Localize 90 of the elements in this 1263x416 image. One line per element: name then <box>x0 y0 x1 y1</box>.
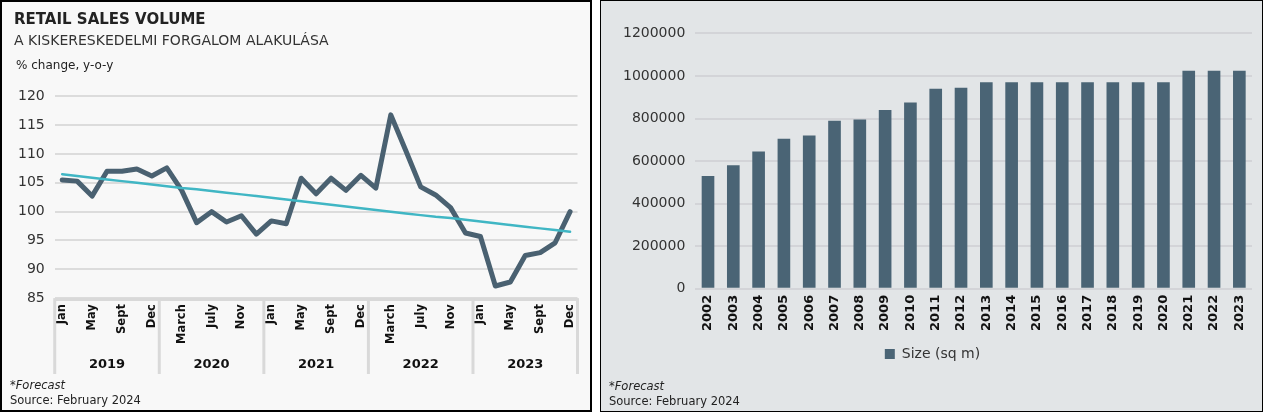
bar <box>1207 70 1221 288</box>
y-tick-label: 90 <box>26 259 45 276</box>
text: 2019 <box>88 356 126 371</box>
x-tick-label: March <box>382 304 397 345</box>
x-tick-label: Jan <box>472 304 487 326</box>
x-tick-label: May <box>502 303 517 331</box>
bar <box>1157 82 1170 288</box>
bar <box>777 138 791 288</box>
y-tick-label: 120 <box>17 87 45 104</box>
bar <box>1233 70 1246 288</box>
text: 2021 <box>298 356 335 371</box>
x-tick-label: 2023 <box>1230 294 1246 332</box>
y-tick-label: 400000 <box>631 194 686 211</box>
x-tick-label: 2012 <box>952 294 968 332</box>
text: *Forecast <box>10 378 67 393</box>
x-tick-label: Sept <box>113 303 128 334</box>
bar <box>954 87 968 288</box>
bar <box>828 120 841 288</box>
x-tick-label: Sept <box>323 303 338 334</box>
x-tick-label: 2005 <box>775 294 791 332</box>
bar <box>853 119 867 288</box>
bar <box>904 102 917 288</box>
y-tick-label: 95 <box>26 231 45 248</box>
y-tick-label: 115 <box>17 115 45 132</box>
bar <box>980 82 993 288</box>
chart-subtitle: A KISKERESKEDELMI FORGALOM ALAKULÁSA <box>14 32 329 48</box>
x-tick-label: May <box>293 303 308 331</box>
y-tick-label: 85 <box>26 288 45 305</box>
x-tick-label: 2016 <box>1053 294 1069 332</box>
x-tick-label: 2014 <box>1003 294 1018 332</box>
y-axis-title: % change, y-o-y <box>16 58 114 72</box>
x-tick-label: 2020 <box>1154 294 1170 332</box>
x-tick-label: July <box>203 303 218 330</box>
x-tick-label: Jan <box>263 304 278 326</box>
x-tick-label: Dec <box>143 303 158 329</box>
x-tick-label: 2007 <box>825 294 841 332</box>
x-tick-label: Dec <box>562 303 577 329</box>
x-tick-label: 2003 <box>724 294 740 332</box>
bar <box>701 176 715 288</box>
y-tick-label: 1200000 <box>622 24 686 41</box>
text: 2023 <box>507 356 544 371</box>
bar <box>1055 82 1069 288</box>
text: 2022 <box>402 356 439 371</box>
bar <box>726 165 740 288</box>
x-tick-label: March <box>173 304 188 345</box>
x-tick-label: 2021 <box>1180 294 1196 332</box>
x-tick-label: Nov <box>233 303 248 330</box>
y-tick-label: 0 <box>676 279 686 296</box>
bar <box>1182 70 1196 288</box>
bar <box>752 151 765 288</box>
bar <box>929 88 943 288</box>
x-tick-label: 2013 <box>977 294 993 332</box>
bar <box>1131 82 1145 288</box>
x-tick-label: 2004 <box>749 294 765 332</box>
x-tick-label: 2011 <box>927 294 943 332</box>
bar <box>1106 82 1120 288</box>
x-tick-label: 2017 <box>1078 294 1094 332</box>
x-tick-label: 2018 <box>1104 294 1120 332</box>
y-tick-label: 200000 <box>631 236 686 253</box>
x-tick-label: 2008 <box>851 294 867 332</box>
legend-label: Size (sq m) <box>901 344 981 361</box>
text: *Forecast <box>609 379 666 394</box>
x-tick-label: 2006 <box>800 294 816 332</box>
chart-title: RETAIL SALES VOLUME <box>14 10 206 28</box>
y-tick-label: 800000 <box>631 109 686 126</box>
y-tick-label: 100 <box>17 202 45 219</box>
bar <box>1030 82 1044 288</box>
y-tick-label: 600000 <box>631 151 686 168</box>
bar <box>1081 82 1094 288</box>
x-tick-label: 2019 <box>1129 294 1145 332</box>
y-tick-label: 105 <box>17 173 45 190</box>
source-note: Source: February 2024 <box>609 394 740 409</box>
x-tick-label: Dec <box>352 303 367 329</box>
x-tick-label: 2009 <box>876 294 892 332</box>
x-tick-label: 2022 <box>1205 294 1221 332</box>
x-tick-label: 2015 <box>1028 294 1044 332</box>
bar <box>802 135 816 288</box>
bar <box>1005 82 1018 288</box>
x-tick-label: 2010 <box>901 294 917 332</box>
x-tick-label: Sept <box>532 303 547 334</box>
x-tick-label: May <box>84 303 99 331</box>
bar <box>878 110 892 288</box>
text: 2020 <box>193 356 230 371</box>
x-tick-label: July <box>412 303 427 330</box>
y-tick-label: 110 <box>17 144 45 161</box>
x-tick-label: Nov <box>442 303 457 330</box>
x-tick-label: Jan <box>54 304 69 326</box>
x-tick-label: 2002 <box>699 294 715 332</box>
source-note: Source: February 2024 <box>10 393 141 408</box>
y-tick-label: 1000000 <box>622 66 686 83</box>
